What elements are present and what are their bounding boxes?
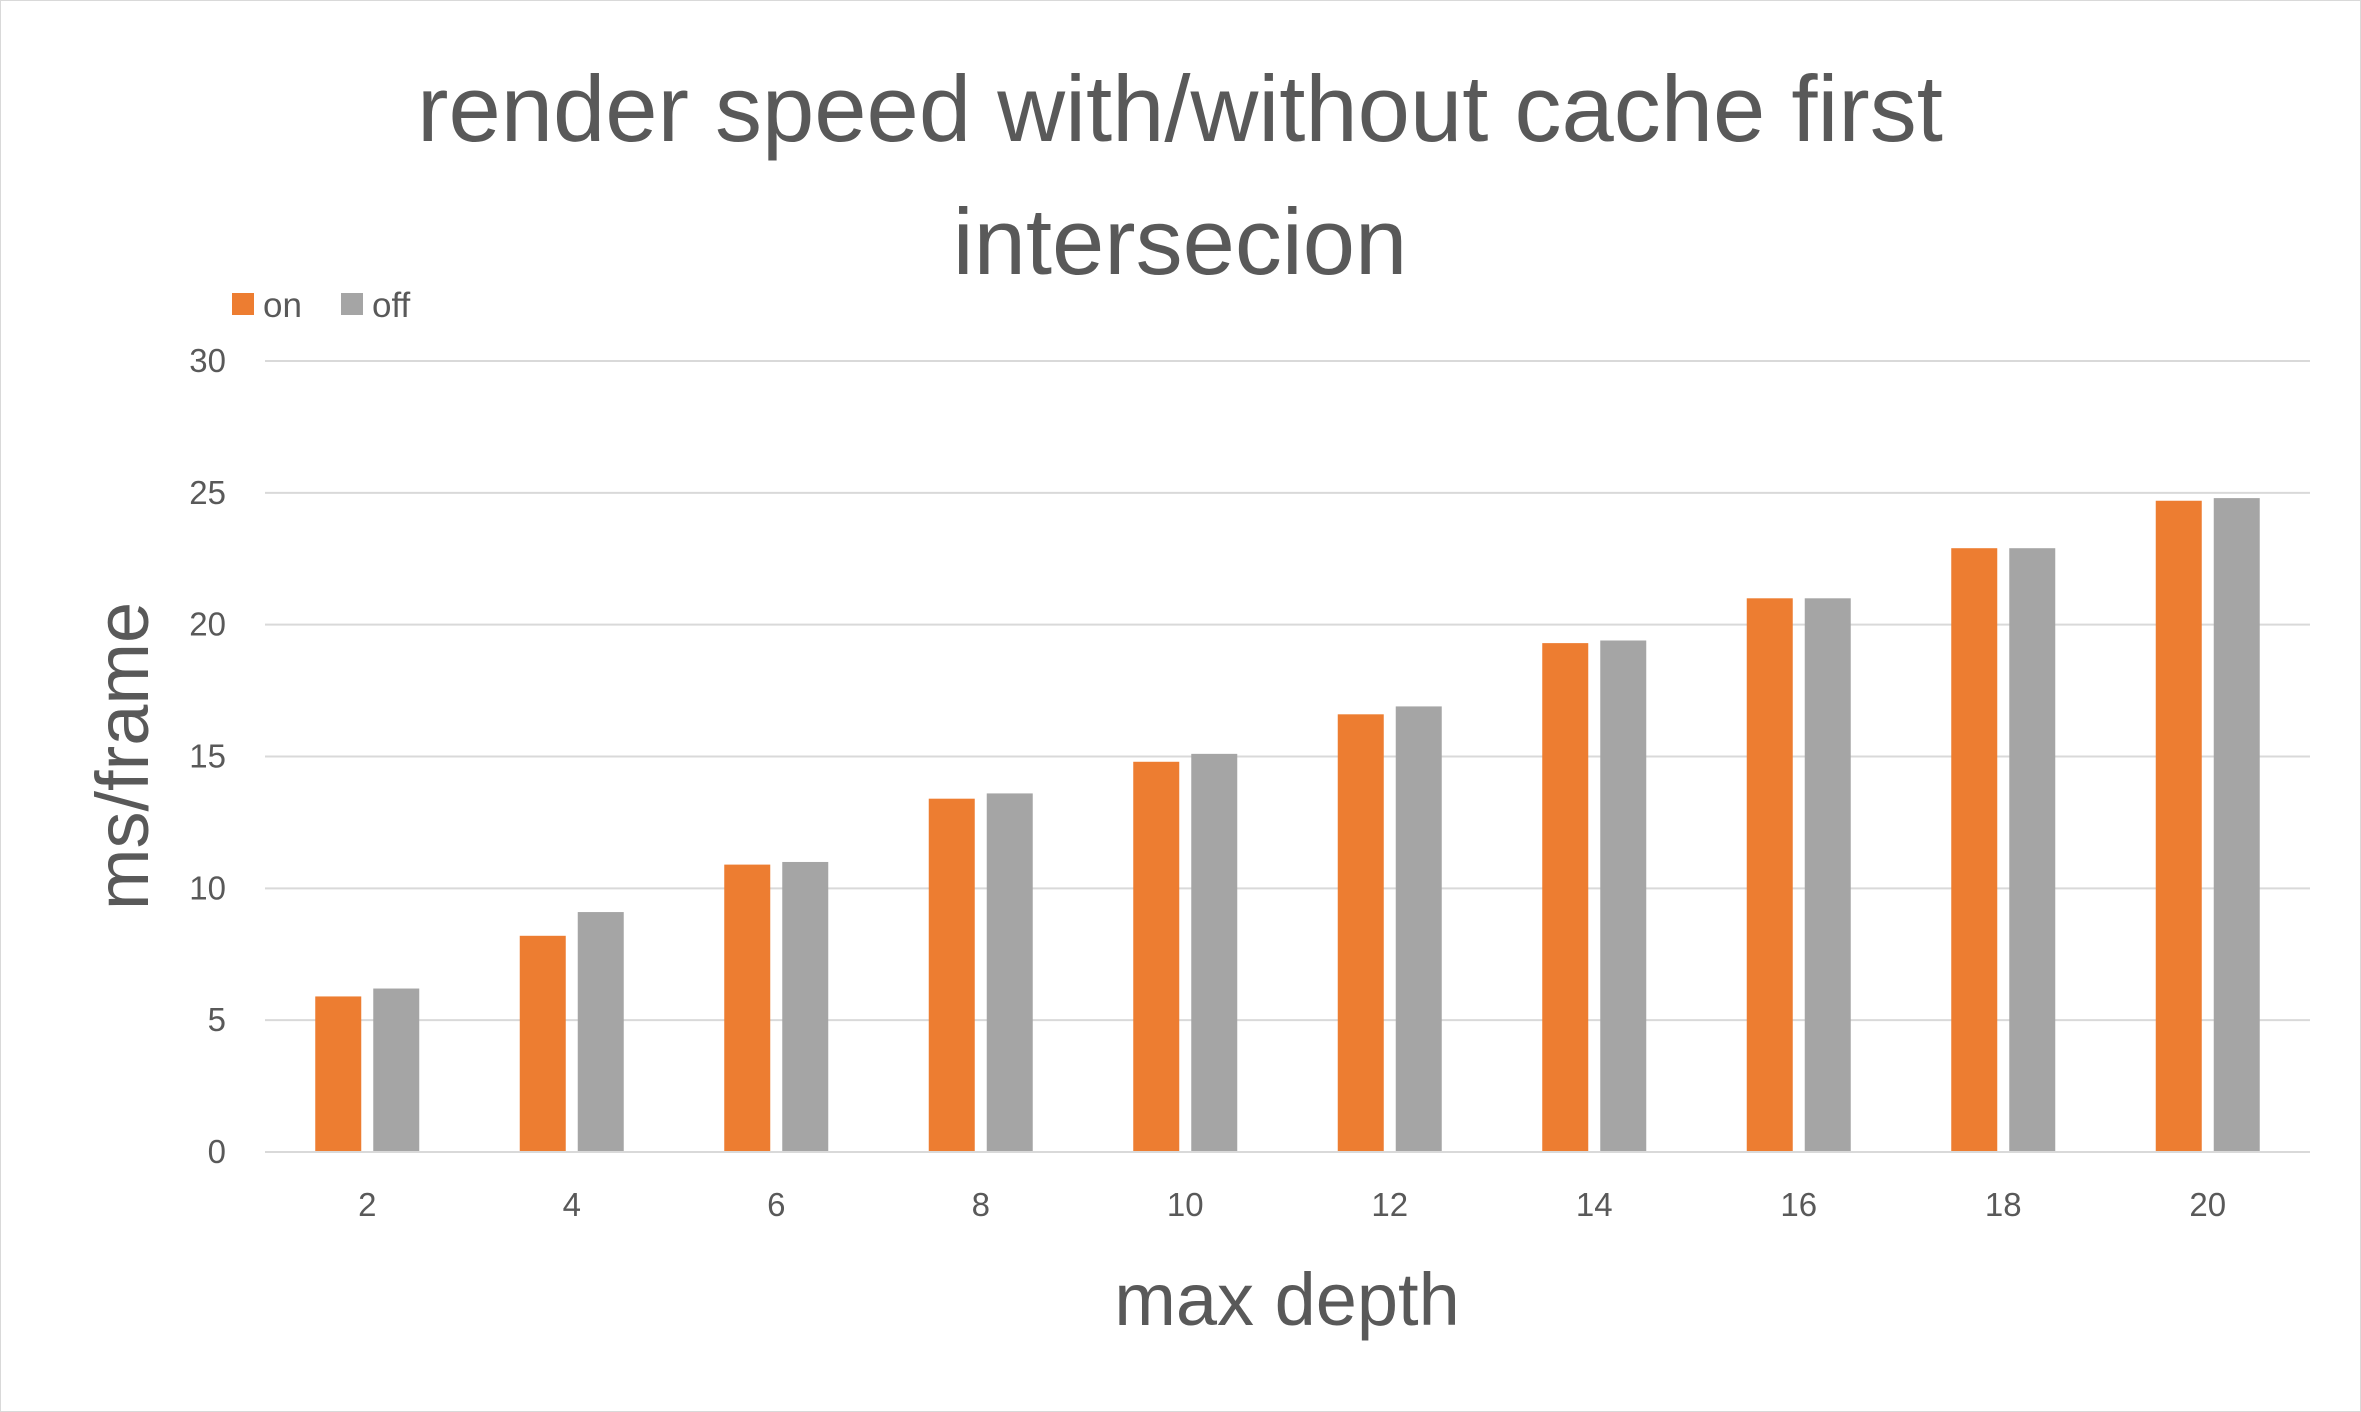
legend-swatch-on bbox=[232, 293, 254, 315]
y-tick-label: 30 bbox=[189, 342, 226, 379]
x-tick-label: 2 bbox=[358, 1186, 376, 1223]
x-tick-label: 4 bbox=[563, 1186, 581, 1223]
y-tick-label: 25 bbox=[189, 474, 226, 511]
bar-off-8 bbox=[986, 793, 1033, 1152]
bar-on-20 bbox=[2155, 500, 2202, 1152]
y-axis-title: ms/frame bbox=[81, 602, 164, 910]
bar-off-12 bbox=[1395, 706, 1442, 1152]
x-tick-label: 6 bbox=[767, 1186, 785, 1223]
legend-label-on: on bbox=[263, 286, 302, 325]
legend-label-off: off bbox=[372, 286, 411, 325]
x-tick-label: 18 bbox=[1985, 1186, 2022, 1223]
y-tick-label: 20 bbox=[189, 606, 226, 643]
bar-on-6 bbox=[724, 864, 771, 1152]
x-tick-label: 14 bbox=[1576, 1186, 1613, 1223]
bar-on-8 bbox=[928, 798, 975, 1152]
bar-off-10 bbox=[1191, 753, 1238, 1152]
x-tick-label: 20 bbox=[2189, 1186, 2226, 1223]
bars bbox=[315, 498, 2260, 1152]
gridlines bbox=[265, 360, 2310, 1022]
bar-off-20 bbox=[2213, 498, 2260, 1152]
bar-on-2 bbox=[315, 996, 362, 1152]
y-tick-label: 15 bbox=[189, 738, 226, 775]
bar-off-14 bbox=[1600, 640, 1647, 1152]
x-axis-ticks: 2 4 6 8 10 12 14 16 18 20 bbox=[358, 1186, 2226, 1223]
bar-off-18 bbox=[2009, 548, 2056, 1152]
y-tick-label: 10 bbox=[189, 869, 226, 906]
bar-off-6 bbox=[782, 861, 829, 1152]
bar-off-16 bbox=[1804, 598, 1851, 1152]
bar-off-4 bbox=[577, 912, 624, 1152]
x-tick-label: 10 bbox=[1167, 1186, 1204, 1223]
bar-off-2 bbox=[373, 988, 420, 1152]
bar-on-18 bbox=[1951, 548, 1998, 1152]
bar-on-10 bbox=[1133, 761, 1180, 1152]
x-tick-label: 8 bbox=[972, 1186, 990, 1223]
y-tick-label: 5 bbox=[208, 1001, 226, 1038]
chart-title-line-1: render speed with/without cache first bbox=[417, 56, 1943, 161]
bar-on-16 bbox=[1746, 598, 1793, 1152]
chart-title-line-2: intersecion bbox=[953, 189, 1408, 294]
bar-on-14 bbox=[1542, 643, 1589, 1152]
legend-swatch-off bbox=[341, 293, 363, 315]
bar-on-4 bbox=[519, 935, 566, 1152]
x-axis-title: max depth bbox=[1114, 1258, 1460, 1341]
y-tick-label: 0 bbox=[208, 1133, 226, 1170]
y-axis-ticks: 0 5 10 15 20 25 30 bbox=[189, 342, 226, 1170]
bar-on-12 bbox=[1337, 714, 1384, 1152]
x-tick-label: 12 bbox=[1371, 1186, 1408, 1223]
x-tick-label: 16 bbox=[1780, 1186, 1817, 1223]
legend: on off bbox=[232, 286, 411, 325]
